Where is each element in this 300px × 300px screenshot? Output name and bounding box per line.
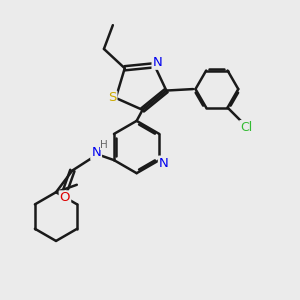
Text: H: H bbox=[100, 140, 108, 150]
Text: O: O bbox=[60, 191, 70, 204]
Text: Cl: Cl bbox=[240, 121, 252, 134]
Text: S: S bbox=[108, 92, 116, 104]
Text: N: N bbox=[91, 146, 101, 159]
Text: N: N bbox=[159, 157, 169, 169]
Text: N: N bbox=[153, 56, 162, 69]
